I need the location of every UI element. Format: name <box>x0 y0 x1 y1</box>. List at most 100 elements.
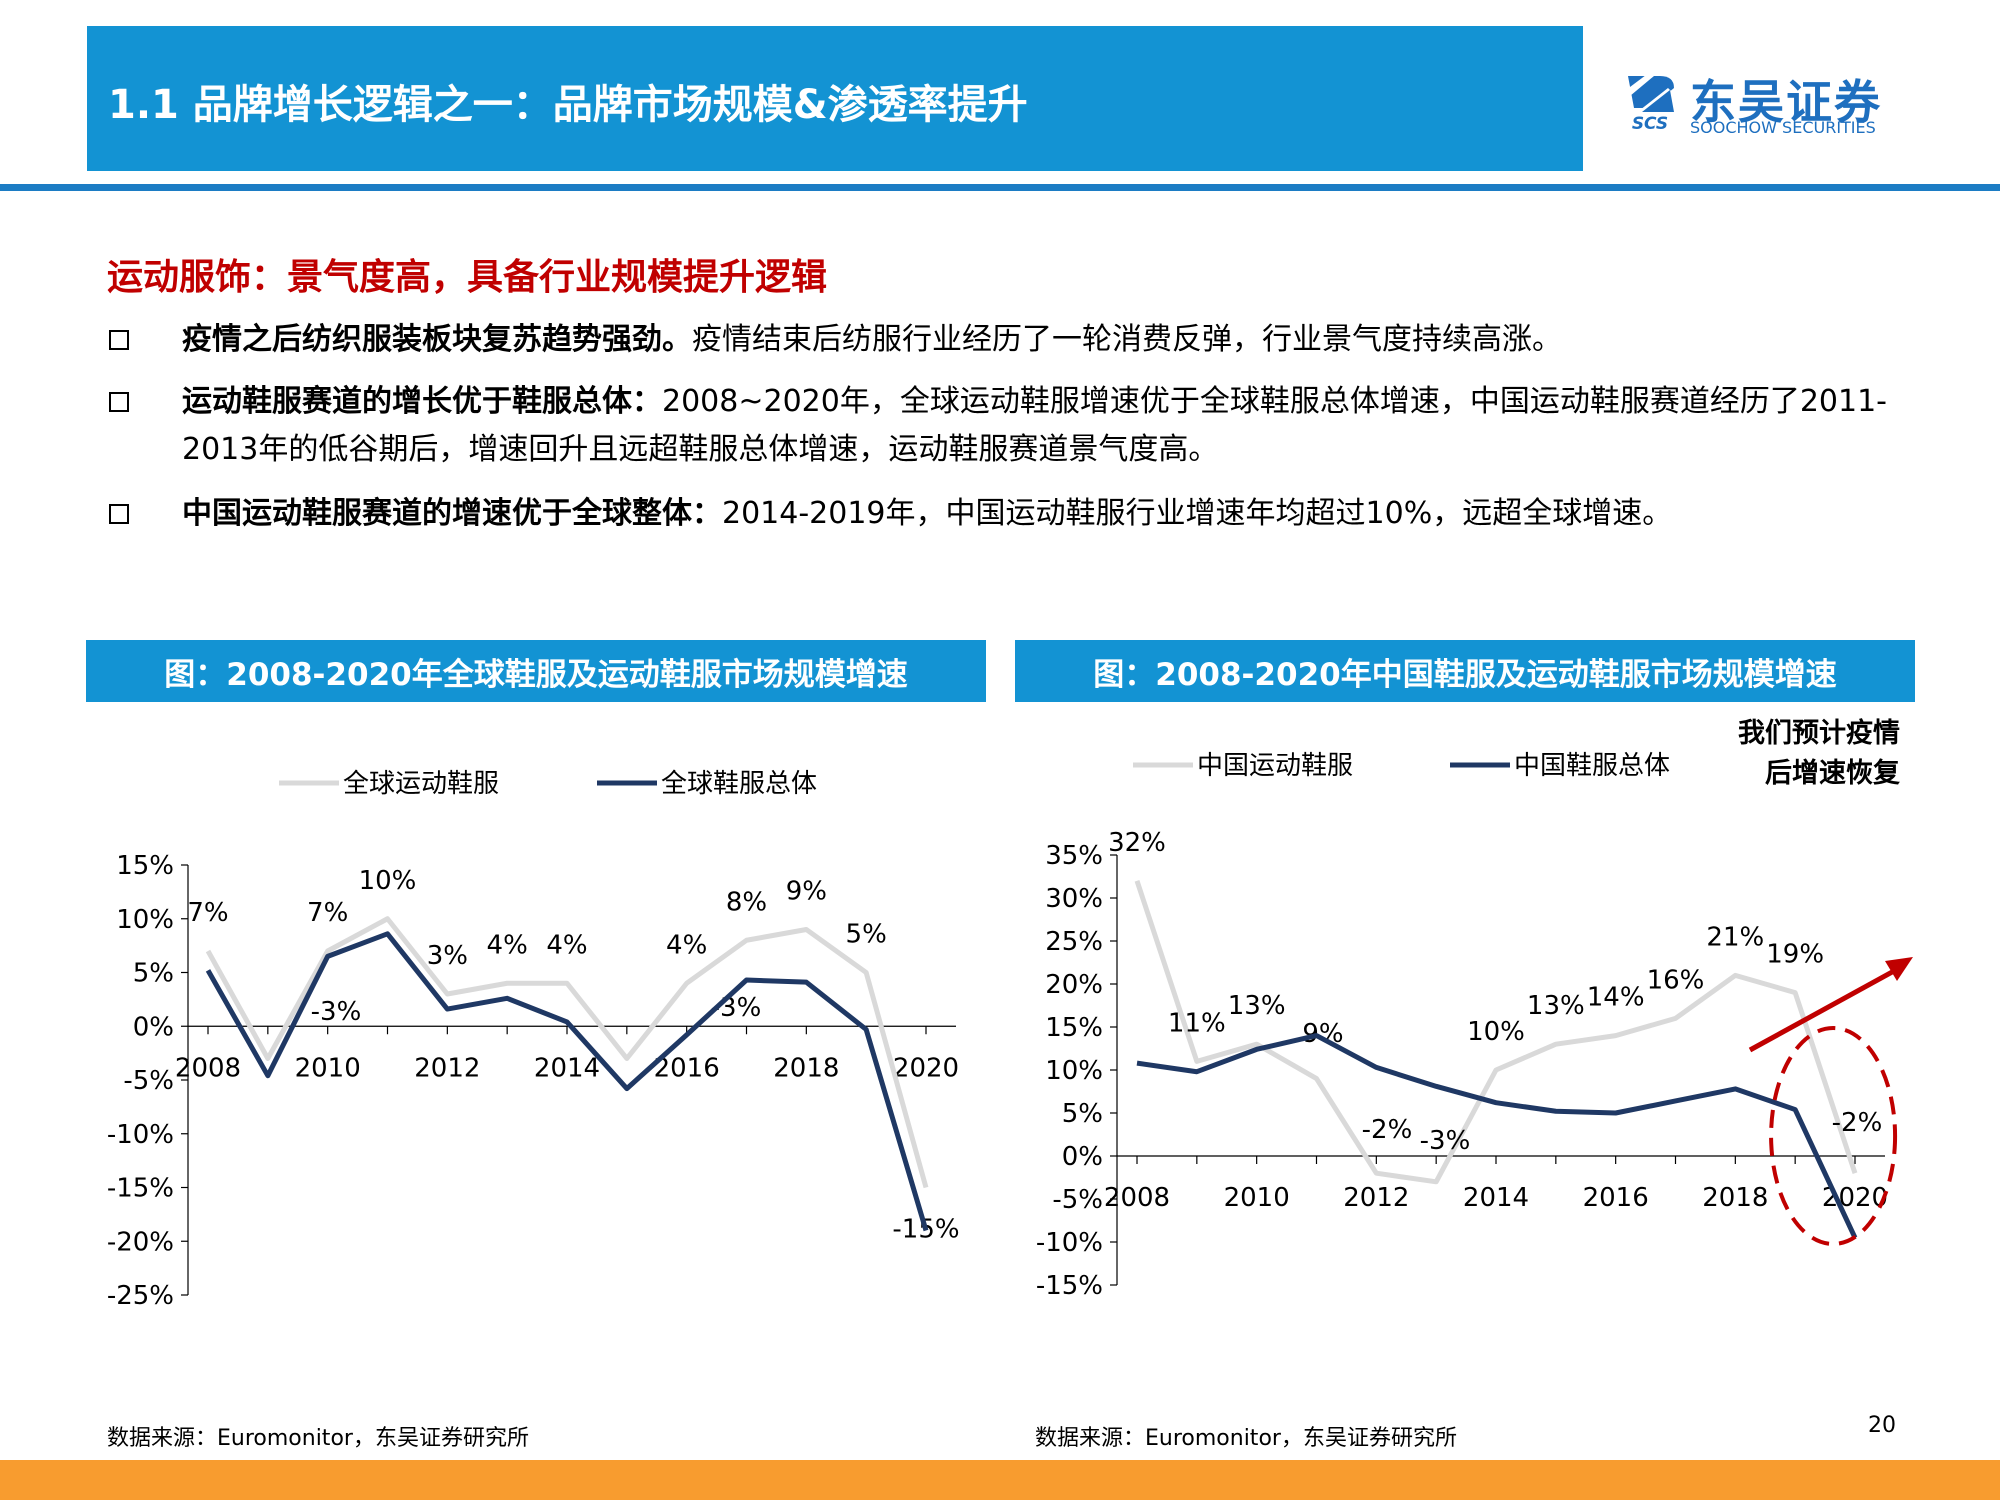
forecast-note: 我们预计疫情 后增速恢复 <box>1700 714 1900 794</box>
data-label: 8% <box>726 887 767 917</box>
series-line-sport <box>205 916 929 1189</box>
legend-label: 全球运动鞋服 <box>343 769 499 799</box>
chart-left-title: 图：2008-2020年全球鞋服及运动鞋服市场规模增速 <box>86 640 986 702</box>
page-title: 1.1 品牌增长逻辑之一：品牌市场规模&渗透率提升 <box>108 82 1028 128</box>
data-label: 13% <box>1228 991 1286 1021</box>
x-tick-label: 2018 <box>773 1053 839 1083</box>
data-label: 4% <box>546 930 587 960</box>
data-label: -2% <box>1362 1115 1413 1145</box>
bullet-text: 疫情结束后纺服行业经历了一轮消费反弹，行业景气度持续高涨。 <box>692 322 1562 357</box>
y-tick-label: 15% <box>1045 1013 1103 1043</box>
data-label: 4% <box>487 930 528 960</box>
section-subtitle: 运动服饰：景气度高，具备行业规模提升逻辑 <box>107 257 828 298</box>
legend-label: 中国鞋服总体 <box>1514 751 1670 781</box>
forecast-note-line2: 后增速恢复 <box>1765 758 1900 789</box>
logo-chinese-text: 东吴证券 <box>1690 75 1882 129</box>
y-tick-label: -5% <box>1052 1185 1103 1215</box>
y-tick-label: 0% <box>1062 1142 1103 1172</box>
checkbox-bullet-icon <box>109 392 129 412</box>
page-number: 20 <box>1868 1413 1896 1438</box>
y-tick-label: -15% <box>107 1174 174 1204</box>
forecast-note-line1: 我们预计疫情 <box>1738 718 1900 749</box>
bullet-bold: 运动鞋服赛道的增长优于鞋服总体： <box>182 384 662 419</box>
logo-mark-text: SCS <box>1631 114 1669 134</box>
x-tick-label: 2014 <box>534 1053 600 1083</box>
series-line-sport <box>1134 880 1858 1185</box>
chart-right-title: 图：2008-2020年中国鞋服及运动鞋服市场规模增速 <box>1015 640 1915 702</box>
y-tick-label: 15% <box>116 851 174 881</box>
footer-bar <box>0 1460 2000 1500</box>
data-label: 7% <box>307 898 348 928</box>
checkbox-bullet-icon <box>109 330 129 350</box>
series-line-total <box>1136 1033 1858 1239</box>
y-tick-label: -5% <box>123 1066 174 1096</box>
y-tick-label: -10% <box>1036 1228 1103 1258</box>
data-label: 32% <box>1108 828 1166 858</box>
legend-label: 中国运动鞋服 <box>1197 751 1353 781</box>
chart-right: 35% 30% 25% 20% 15% 10% 5% 0% -5% -10% -15% 2008 201… <box>1015 705 1915 1345</box>
x-tick-label: 2018 <box>1702 1183 1768 1213</box>
data-label: 14% <box>1587 983 1645 1013</box>
data-label: 7% <box>187 898 228 928</box>
x-tick-label: 2012 <box>414 1053 480 1083</box>
legend-label: 全球鞋服总体 <box>661 769 817 799</box>
x-tick-label: 2012 <box>1343 1183 1409 1213</box>
checkbox-bullet-icon <box>109 504 129 524</box>
y-tick-label: 35% <box>1045 841 1103 871</box>
x-tick-label: 2014 <box>1463 1183 1529 1213</box>
y-tick-label: 30% <box>1045 884 1103 914</box>
x-tick-label: 2020 <box>893 1053 959 1083</box>
x-tick-label: 2010 <box>295 1053 361 1083</box>
x-tick-label: 2010 <box>1224 1183 1290 1213</box>
y-tick-label: 5% <box>133 959 174 989</box>
y-tick-label: 10% <box>116 905 174 935</box>
y-tick-label: 25% <box>1045 927 1103 957</box>
series-line-total <box>205 931 929 1232</box>
data-label: 4% <box>666 930 707 960</box>
data-label: 10% <box>1467 1017 1525 1047</box>
y-tick-label: -10% <box>107 1120 174 1150</box>
data-label: 3% <box>427 941 468 971</box>
trend-arrow-shaft <box>1748 962 1907 1053</box>
y-tick-label: -25% <box>107 1281 174 1311</box>
bullet-bold: 疫情之后纺织服装板块复苏趋势强劲。 <box>182 322 692 357</box>
x-tick-label: 2008 <box>1104 1183 1170 1213</box>
data-label: -3% <box>311 997 362 1027</box>
soochow-logo-icon <box>1626 72 1674 112</box>
x-tick-label: 2016 <box>654 1053 720 1083</box>
data-label: 21% <box>1706 922 1764 952</box>
bullet-item: 中国运动鞋服赛道的增速优于全球整体：2014-2019年，中国运动鞋服行业增速年… <box>107 490 1897 538</box>
data-label: 5% <box>846 920 887 950</box>
data-label: 13% <box>1527 991 1585 1021</box>
y-tick-label: -15% <box>1036 1271 1103 1301</box>
data-label: -3% <box>1420 1126 1471 1156</box>
data-label: -2% <box>1832 1108 1883 1138</box>
bullet-item: 疫情之后纺织服装板块复苏趋势强劲。疫情结束后纺服行业经历了一轮消费反弹，行业景气… <box>107 316 1897 364</box>
y-tick-label: 20% <box>1045 970 1103 1000</box>
chart-left-svg: 15% 10% 5% 0% -5% -10% -15% -20% -25% 2008 2010 201… <box>107 769 960 1311</box>
header-divider <box>0 184 2000 191</box>
header-bar <box>87 26 1583 171</box>
x-tick-label: 2008 <box>175 1053 241 1083</box>
bullet-text: 2008~2020年，全球运动鞋服增速优于全球鞋服总体增速，中国运动鞋服赛道经历… <box>182 384 1888 467</box>
bullet-text: 2014-2019年，中国运动鞋服行业增速年均超过10%，远超全球增速。 <box>722 496 1673 531</box>
y-tick-label: 0% <box>133 1012 174 1042</box>
y-tick-label: -20% <box>107 1227 174 1257</box>
logo-english-text: SOOCHOW SECURITIES <box>1690 118 1876 137</box>
x-tick-label: 2016 <box>1583 1183 1649 1213</box>
data-label: 9% <box>786 877 827 907</box>
trend-arrow-head-icon <box>1885 957 1913 981</box>
bullet-item: 运动鞋服赛道的增长优于鞋服总体：2008~2020年，全球运动鞋服增速优于全球鞋… <box>107 378 1897 474</box>
source-right: 数据来源：Euromonitor，东吴证券研究所 <box>1035 1426 1457 1451</box>
source-left: 数据来源：Euromonitor，东吴证券研究所 <box>107 1426 529 1451</box>
bullet-bold: 中国运动鞋服赛道的增速优于全球整体： <box>182 496 722 531</box>
highlight-ellipse <box>1769 1026 1898 1246</box>
chart-right-svg: 35% 30% 25% 20% 15% 10% 5% 0% -5% -10% -15% 2008 201… <box>1036 751 1913 1301</box>
chart-left: 15% 10% 5% 0% -5% -10% -15% -20% -25% 2008 2010 201… <box>86 705 986 1345</box>
y-tick-label: 5% <box>1062 1099 1103 1129</box>
data-label: 16% <box>1647 965 1705 995</box>
data-label: 10% <box>359 866 417 896</box>
data-label: 11% <box>1168 1008 1226 1038</box>
y-tick-label: 10% <box>1045 1056 1103 1086</box>
data-label: 19% <box>1766 940 1824 970</box>
